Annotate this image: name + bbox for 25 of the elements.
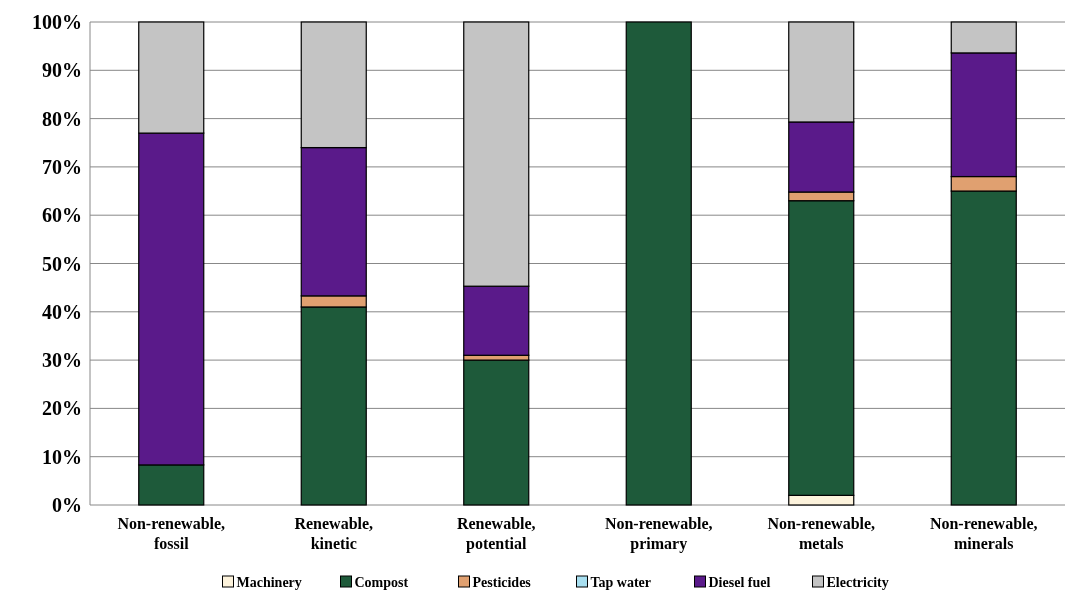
- x-tick-label: Non-renewable, minerals: [929, 515, 1038, 552]
- legend-label: Electricity: [826, 575, 889, 590]
- legend-label: Machinery: [236, 575, 302, 590]
- x-tick-label: Non-renewable, primary: [604, 515, 713, 553]
- x-tick-label: Renewable, kinetic: [294, 515, 374, 552]
- y-tick-label: 50%: [42, 252, 82, 275]
- y-tick-label: 20%: [42, 397, 82, 420]
- legend-label: Pesticides: [472, 575, 532, 590]
- bar: [625, 21, 692, 506]
- y-tick-label: 40%: [42, 300, 82, 323]
- legend-label: Tap water: [590, 575, 652, 590]
- x-tick-label: Non-renewable, fossil: [117, 515, 226, 552]
- y-tick-label: 70%: [42, 155, 82, 178]
- x-tick-label: Renewable, potential: [456, 515, 536, 553]
- x-tick-label: Non-renewable, metals: [767, 515, 876, 552]
- y-tick-label: 60%: [42, 204, 82, 227]
- y-tick-label: 10%: [42, 445, 82, 468]
- y-tick-label: 90%: [42, 59, 82, 82]
- legend-label: Compost: [354, 575, 409, 590]
- y-tick-label: 30%: [42, 349, 82, 372]
- y-tick-label: 0%: [52, 494, 82, 516]
- y-tick-label: 80%: [42, 107, 82, 130]
- bar: [463, 359, 530, 506]
- legend-label: Diesel fuel: [708, 575, 771, 590]
- y-tick-label: 100%: [32, 11, 82, 33]
